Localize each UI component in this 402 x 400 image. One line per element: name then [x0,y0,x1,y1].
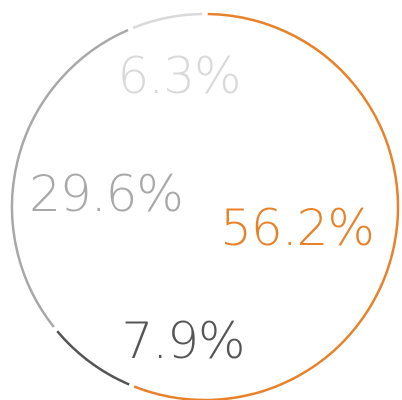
slice-label-0: 56.2% [220,199,374,257]
slice-arc-0 [133,12,400,400]
slice-arc-1 [56,330,130,386]
slice-label-2: 29.6% [29,165,183,223]
labels-layer: 56.2% 7.9% 29.6% 6.3% [29,47,375,370]
arcs-layer [10,12,400,400]
slice-label-3: 6.3% [117,47,240,105]
slice-arc-3 [132,12,203,30]
slice-arc-2 [10,28,129,328]
slice-label-1: 7.9% [121,312,244,370]
